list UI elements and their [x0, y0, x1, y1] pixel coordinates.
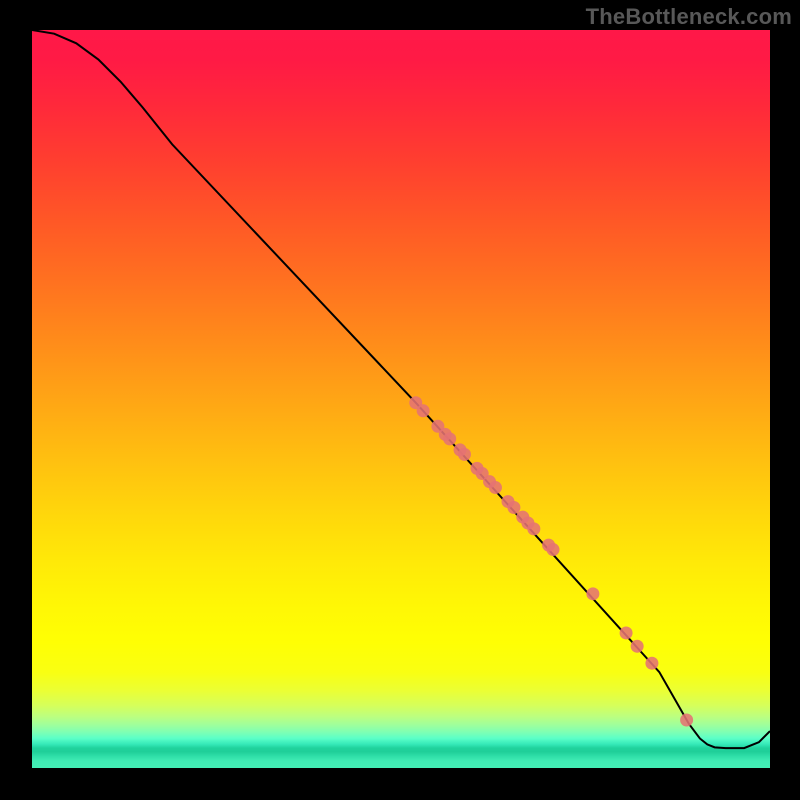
scatter-point — [645, 657, 658, 670]
chart-stage: TheBottleneck.com — [0, 0, 800, 800]
scatter-point — [417, 404, 430, 417]
watermark-text: TheBottleneck.com — [586, 4, 792, 30]
scatter-point — [631, 640, 644, 653]
scatter-point — [489, 481, 502, 494]
scatter-point — [507, 501, 520, 514]
scatter-point — [527, 522, 540, 535]
scatter-point — [620, 626, 633, 639]
plot-svg — [32, 30, 770, 768]
scatter-point — [680, 714, 693, 727]
gradient-background — [32, 30, 770, 768]
plot-area — [32, 30, 770, 768]
scatter-point — [443, 432, 456, 445]
scatter-point — [458, 448, 471, 461]
scatter-point — [547, 543, 560, 556]
scatter-point — [586, 587, 599, 600]
